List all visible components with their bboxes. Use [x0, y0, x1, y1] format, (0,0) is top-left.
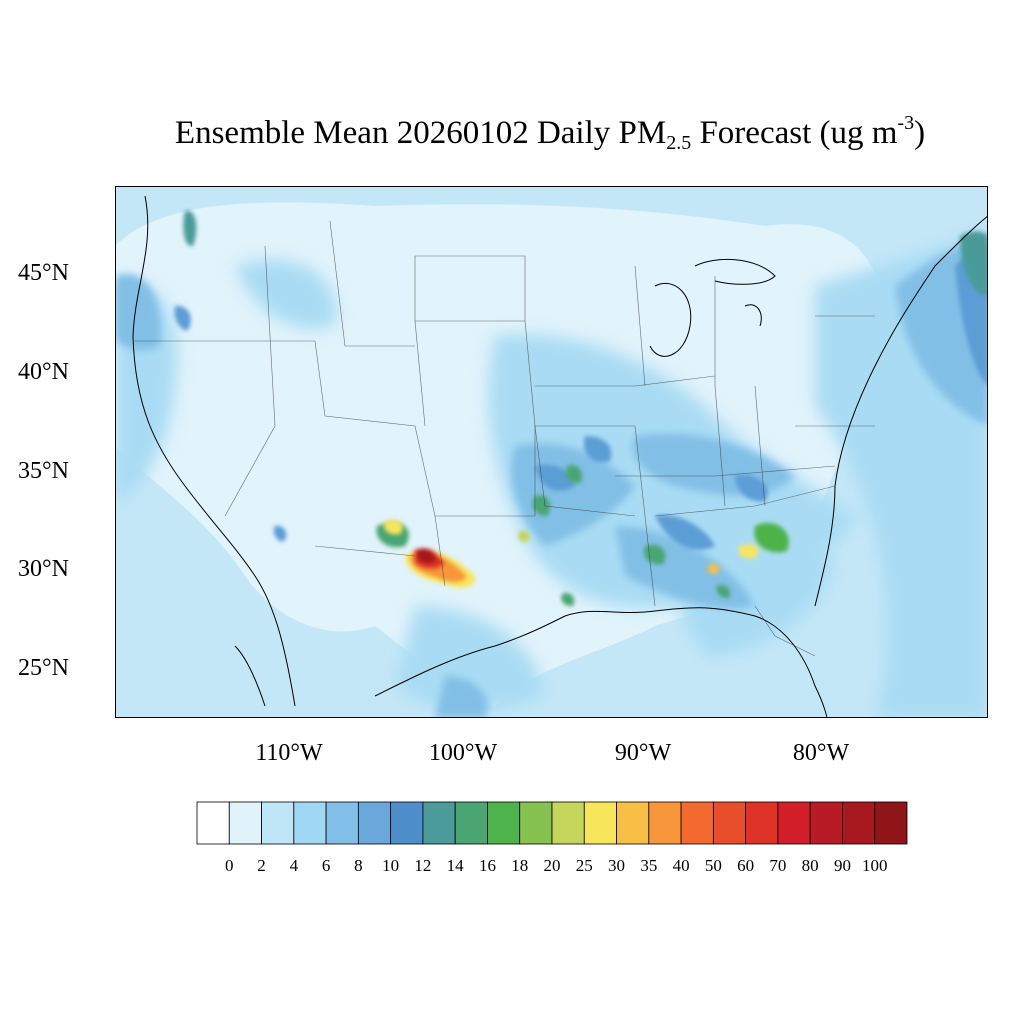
colorbar-label: 14	[446, 856, 464, 875]
colorbar-label: 50	[704, 856, 722, 875]
lon-label-90w: 90°W	[614, 740, 672, 766]
colorbar-label: 40	[672, 856, 690, 875]
colorbar-label: 4	[289, 856, 299, 875]
colorbar-box	[454, 801, 488, 845]
state-boundaries	[135, 220, 875, 657]
colorbar-label: 0	[225, 856, 234, 875]
colorbar-box	[745, 801, 779, 845]
colorbar-box	[551, 801, 585, 845]
lat-label-35: 35°N	[18, 458, 69, 484]
colorbar-box	[680, 801, 714, 845]
colorbar-label: 80	[801, 856, 819, 875]
lon-label-110w: 110°W	[255, 740, 323, 766]
colorbar-box	[712, 801, 747, 845]
lon-label-80w: 80°W	[792, 740, 850, 766]
colorbar-box	[487, 801, 521, 845]
colorbar-label: 25	[575, 856, 593, 875]
colorbar-box	[842, 801, 876, 845]
colorbar-label: 90	[833, 856, 851, 875]
colorbar	[196, 801, 908, 845]
colorbar-label: 60	[737, 856, 755, 875]
colorbar-box	[874, 801, 908, 845]
colorbar-box	[777, 801, 811, 845]
colorbar-label: 10	[382, 856, 400, 875]
colorbar-box	[325, 801, 359, 845]
colorbar-label: 70	[769, 856, 787, 875]
pm25-forecast-map	[115, 186, 988, 718]
colorbar-label: 8	[354, 856, 363, 875]
colorbar-label: 6	[321, 856, 331, 875]
colorbar-label: 35	[640, 856, 658, 875]
lon-label-100w: 100°W	[428, 740, 498, 766]
colorbar-label: 30	[608, 856, 626, 875]
colorbar-label: 20	[543, 856, 561, 875]
lat-label-30: 30°N	[18, 556, 69, 582]
hotspot-plume	[405, 548, 476, 588]
colorbar-box	[357, 801, 392, 845]
lat-label-25: 25°N	[18, 655, 69, 681]
coastlines	[132, 195, 988, 718]
colorbar-box	[293, 801, 327, 845]
colorbar-label: 12	[414, 856, 432, 875]
colorbar-box	[519, 801, 553, 845]
colorbar-label: 16	[478, 856, 496, 875]
colorbar-box	[196, 801, 230, 845]
colorbar-box	[261, 801, 295, 845]
lat-label-40: 40°N	[18, 359, 69, 385]
colorbar-box	[228, 801, 262, 845]
colorbar-box	[809, 801, 843, 845]
colorbar-box	[616, 801, 650, 845]
map-frame	[115, 186, 988, 718]
colorbar-box	[583, 801, 617, 845]
colorbar-box	[422, 801, 456, 845]
colorbar-label: 18	[511, 856, 529, 875]
map-title: Ensemble Mean 20260102 Daily PM2.5 Forec…	[174, 112, 926, 154]
lat-label-45: 45°N	[18, 260, 69, 286]
colorbar-box	[390, 801, 424, 845]
colorbar-label: 100	[861, 856, 888, 875]
colorbar-label: 2	[257, 856, 266, 875]
colorbar-box	[648, 801, 682, 845]
